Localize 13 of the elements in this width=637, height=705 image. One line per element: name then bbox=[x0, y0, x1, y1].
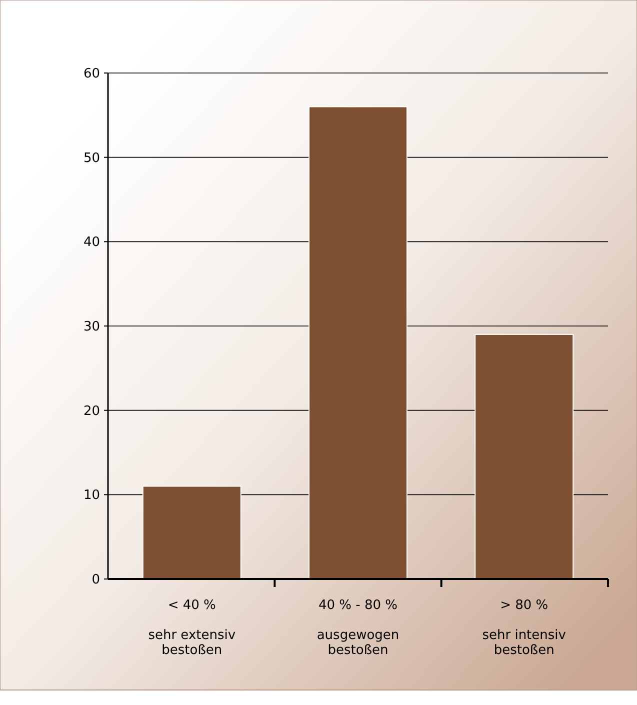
y-tick-label: 0 bbox=[92, 572, 100, 588]
y-tick-label: 30 bbox=[83, 320, 100, 335]
y-tick-label: 20 bbox=[83, 404, 100, 419]
x-tick-label: > 80 % sehr intensiv bestoßen bbox=[482, 598, 566, 658]
y-tick-label: 10 bbox=[83, 488, 100, 504]
x-tick-label: < 40 % sehr extensiv bestoßen bbox=[148, 598, 236, 658]
bar bbox=[142, 486, 242, 580]
x-tick-label: 40 % - 80 % ausgewogen bestoßen bbox=[316, 598, 400, 658]
bar bbox=[308, 106, 408, 580]
bar bbox=[474, 334, 574, 580]
y-tick-label: 50 bbox=[83, 150, 100, 166]
y-tick-label: 40 bbox=[83, 235, 100, 250]
y-tick-label: 60 bbox=[83, 66, 100, 82]
